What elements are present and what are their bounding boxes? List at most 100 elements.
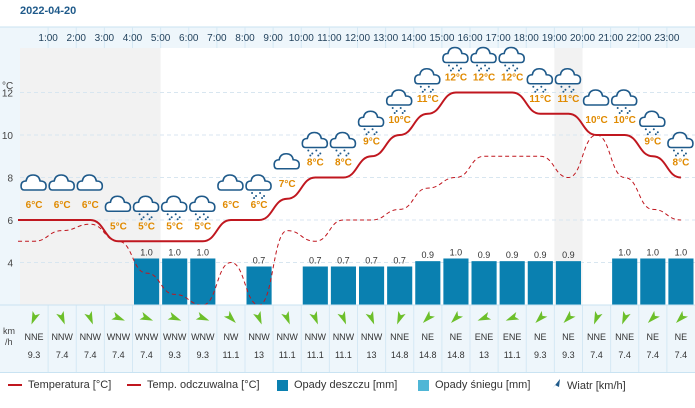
cloud-drizzle-icon: [189, 195, 216, 221]
temperature-label: 10°C: [614, 115, 636, 126]
cloud-drizzle-icon: [610, 89, 638, 114]
wind-direction: WNW: [163, 332, 187, 342]
drizzle-drop: [403, 110, 406, 112]
wind-direction: WNW: [107, 332, 131, 342]
rain-label: 0.7: [309, 256, 322, 266]
cloud-shape: [667, 131, 694, 149]
drizzle-drop: [568, 85, 571, 88]
rain-bar: [668, 258, 694, 305]
wind-direction: NNE: [587, 332, 606, 342]
temperature-label: 6°C: [82, 200, 99, 211]
temperature-label: 12°C: [473, 73, 495, 84]
rain-label: 1.0: [168, 247, 181, 257]
drizzle-drop: [504, 64, 507, 67]
cloud-shape: [639, 110, 666, 128]
drizzle-drop: [142, 216, 145, 219]
cloud-shape: [132, 195, 160, 213]
drizzle-drop: [476, 64, 479, 67]
wind-arrow-shape: [397, 310, 406, 325]
wind-arrow-icon: [422, 310, 435, 323]
drizzle-drop: [457, 69, 460, 72]
wind-direction: ENE: [503, 332, 522, 342]
cloud-drizzle-icon: [329, 131, 357, 157]
wind-arrow-icon: [281, 310, 290, 325]
legend-feels-label: Temp. odczuwalna [°C]: [147, 379, 260, 391]
drizzle-drop: [393, 112, 396, 114]
wind-direction: NNE: [615, 332, 634, 342]
drizzle-drop: [542, 90, 545, 93]
drizzle-drop: [532, 85, 535, 88]
hour-label: 21:00: [598, 33, 623, 44]
wind-speed: 7.4: [647, 350, 660, 360]
rain-label: 0.9: [506, 250, 519, 260]
wind-arrow-shape: [31, 310, 41, 325]
temperature-label: 11°C: [529, 94, 551, 105]
wind-speed: 9.3: [168, 350, 181, 360]
cloud-shape: [329, 131, 357, 149]
drizzle-drop: [514, 69, 517, 72]
wind-arrow-shape: [593, 310, 603, 325]
wind-unit-label: km: [3, 326, 15, 336]
rain-bar: [471, 261, 497, 305]
drizzle-drop: [516, 67, 519, 70]
wind-arrow-shape: [167, 312, 182, 321]
wind-speed: 9.3: [534, 350, 547, 360]
drizzle-drop: [178, 216, 181, 219]
temperature-label: 12°C: [501, 73, 523, 84]
wind-arrow-shape: [223, 310, 236, 323]
drizzle-drop: [206, 216, 209, 219]
cloud-shape: [160, 195, 188, 213]
wind-speed: 7.4: [590, 350, 603, 360]
hour-label: 7:00: [207, 33, 227, 44]
wind-arrow-shape: [253, 310, 262, 325]
hour-label: 19:00: [542, 33, 567, 44]
cloud-drizzle-icon: [357, 110, 385, 136]
wind-arrow-icon: [337, 310, 347, 325]
drizzle-drop: [431, 88, 434, 91]
rain-label: 0.9: [562, 250, 575, 260]
drizzle-drop: [202, 213, 205, 216]
drizzle-drop: [176, 218, 179, 221]
wind-arrow-shape: [477, 312, 492, 321]
wind-direction: NE: [450, 332, 463, 342]
hour-label: 15:00: [429, 33, 454, 44]
drizzle-drop: [674, 154, 677, 157]
cloud-shape: [301, 131, 329, 149]
cloud-icon: [20, 174, 47, 191]
drizzle-drop: [196, 218, 199, 221]
cloud-shape: [104, 195, 132, 213]
cloud-shape: [245, 174, 272, 191]
rain-bar: [640, 258, 666, 305]
cloud-icon: [217, 174, 244, 191]
wind-direction: NNW: [51, 332, 73, 342]
cloud-drizzle-icon: [132, 195, 160, 221]
wind-speed: 13: [367, 350, 377, 360]
wind-direction: NNE: [390, 332, 409, 342]
hour-label: 11:00: [317, 33, 342, 44]
rain-label: 0.7: [337, 256, 350, 266]
drizzle-drop: [478, 69, 481, 72]
drizzle-drop: [449, 69, 452, 72]
legend-feels: Temp. odczuwalna [°C]: [127, 379, 260, 391]
drizzle-drop: [624, 107, 627, 109]
wind-speed: 11.1: [279, 350, 296, 360]
wind-direction: NNW: [361, 332, 383, 342]
drizzle-drop: [488, 67, 491, 70]
drizzle-drop: [339, 152, 342, 155]
rain-label: 0.7: [253, 256, 266, 266]
wind-direction: NE: [562, 332, 575, 342]
temperature-label: 5°C: [110, 221, 127, 232]
wind-arrow-icon: [167, 312, 182, 321]
legend-rain: Opady deszczu [mm]: [277, 379, 397, 391]
drizzle-drop: [676, 152, 679, 155]
hour-label: 18:00: [514, 33, 539, 44]
cloud-drizzle-icon: [470, 46, 497, 72]
temperature-label: 10°C: [389, 115, 411, 126]
drizzle-drop: [198, 216, 201, 219]
wind-speed: 9.3: [197, 350, 210, 360]
wind-arrow-shape: [195, 312, 210, 321]
drizzle-drop: [307, 149, 310, 152]
drizzle-drop: [174, 213, 177, 216]
wind-arrow-shape: [622, 310, 631, 325]
legend-temp: Temperatura [°C]: [8, 379, 111, 391]
